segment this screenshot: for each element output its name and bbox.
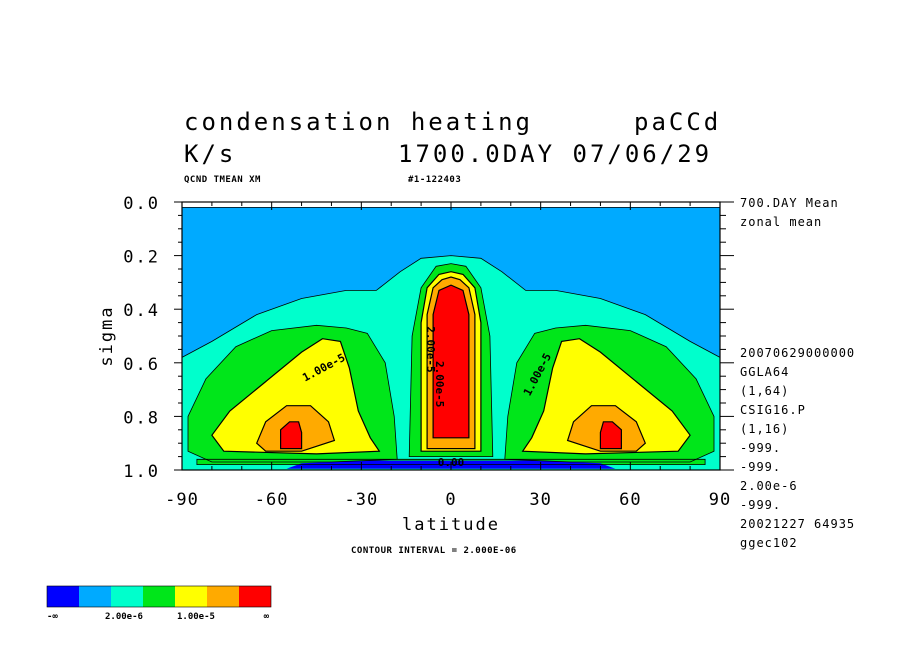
side-info-line: zonal mean [740,215,823,229]
run-id: paCCd [634,108,722,136]
contour-line-band-3-center [408,263,494,458]
y-tick-label: 0.8 [123,408,160,428]
region-band-6-south [280,421,302,449]
axis-ticks [174,201,734,471]
x-tick-label: -30 [344,490,378,510]
contour-line-band-4-center [420,271,482,452]
contour-line-band-3-north [504,324,715,463]
colorbar-swatch [207,586,239,607]
region-band-4-north [522,338,691,454]
side-info-line: 700.DAY Mean [740,196,839,210]
colorbar-swatch [143,586,175,607]
side-info-line: 2.00e-6 [740,479,798,493]
record-tag: #1-122403 [408,175,462,185]
x-tick-label: -60 [255,490,289,510]
colorbar-label: ∞ [264,612,270,622]
colorbar-swatch [175,586,207,607]
y-tick-label: 0.0 [123,194,160,214]
axis-labels: -90 -60 -30 0 30 60 90 0.0 0.2 0.4 0.6 0.8 1.0 latitu… [97,194,731,535]
x-tick-label: 60 [619,490,641,510]
contour-label: 2.00e-5 [424,326,437,372]
contour-line-band-2 [181,255,721,471]
side-info-line: CSIG16.P [740,403,806,417]
side-info-line: GGLA64 [740,365,790,379]
region-band-6-north [600,421,622,449]
side-info-bottom: 20070629000000 GGLA64 (1,64) CSIG16.P (1… [740,344,855,553]
side-info-line: -999. [740,441,782,455]
x-tick-label: 90 [709,490,731,510]
x-tick-label: -90 [165,490,199,510]
x-tick-label: 0 [445,490,456,510]
time-stamp: 1700.0DAY 07/06/29 [398,140,713,168]
contour-line-band-5-north [566,405,647,452]
colorbar-swatch [79,586,111,607]
region-band-6-center [433,285,469,438]
contour-line-band-3-south [187,324,398,463]
colorbar-swatch [239,586,271,607]
side-info-line: -999. [740,498,782,512]
colorbar-label: 2.00e-6 [105,612,143,622]
contour-line-band-3-floor [196,458,706,466]
contour-line-band-5-south [255,405,336,452]
side-info-line: 20070629000000 [740,346,856,360]
side-info-line: 20021227 64935 [740,517,856,531]
side-info-line: (1,64) [740,384,790,398]
y-axis-title: sigma [97,305,117,366]
contour-line-band-5-center [426,276,476,450]
contour-label: 0.00 [438,456,465,469]
contour-line-band-6-center [432,284,470,439]
y-tick-label: 0.6 [123,355,160,375]
side-info-line: ggec102 [740,536,798,550]
chart-title: condensation heating [184,108,533,136]
colorbar-swatch [47,586,79,607]
y-tick-label: 1.0 [123,462,160,482]
region-band-4-south [211,338,380,454]
x-axis-title: latitude [402,515,500,535]
contour-line-band-4-south [211,338,381,455]
side-info-line: (1,16) [740,422,790,436]
y-tick-label: 0.2 [123,248,160,268]
contour-line-band-6-north [599,421,623,450]
colorbar-frame [46,585,272,608]
side-info-top: 700.DAY Mean zonal mean [740,194,839,232]
colorbar-swatch [111,586,143,607]
colorbar-label: -∞ [47,612,58,622]
contour-label: 2.00e-5 [433,361,446,407]
side-info-line: -999. [740,460,782,474]
contour-interval: CONTOUR INTERVAL = 2.000E-06 [351,546,517,556]
contour-line-band-6-south [280,421,303,450]
variable-tag: QCND TMEAN XM [184,175,261,185]
colorbar-label: 1.00e-5 [177,612,215,622]
y-tick-label: 0.4 [123,301,160,321]
x-tick-label: 30 [529,490,551,510]
contour-line-band-4-north [521,338,691,455]
contour-regions [182,207,720,470]
colorbar: -∞ 2.00e-6 1.00e-5 ∞ [46,585,272,622]
units-label: K/s [184,140,237,168]
